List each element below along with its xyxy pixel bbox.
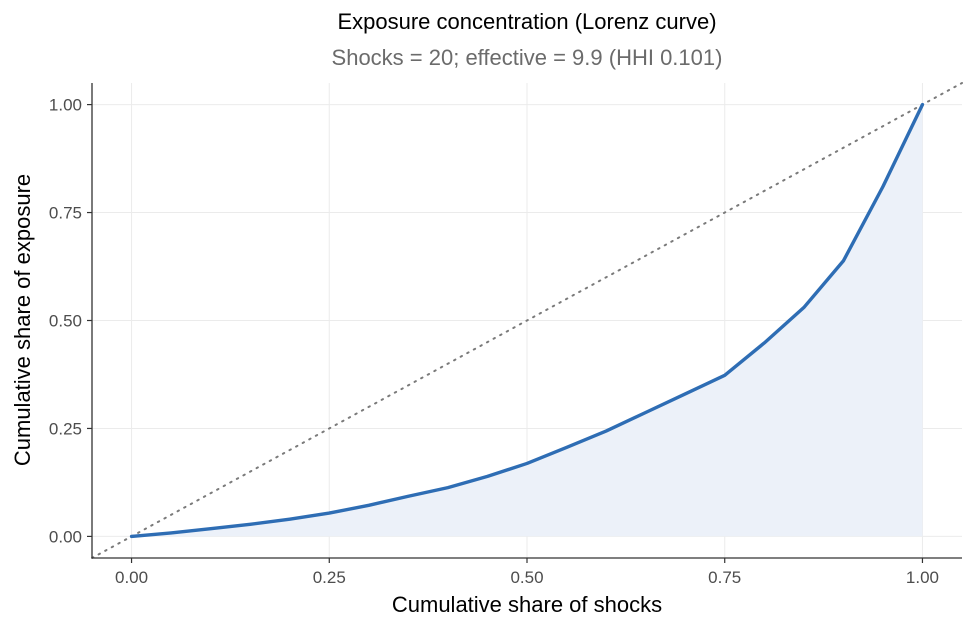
- chart-subtitle: Shocks = 20; effective = 9.9 (HHI 0.101): [332, 45, 723, 70]
- lorenz-curve: [129, 102, 925, 539]
- y-tick-label-4: 1.00: [49, 96, 82, 115]
- y-tick-label-0: 0.00: [49, 527, 82, 546]
- equality-line: [91, 82, 963, 559]
- x-tick-label-1: 0.25: [313, 568, 346, 587]
- lorenz-area: [131, 104, 923, 537]
- y-tick-label-1: 0.25: [49, 419, 82, 438]
- x-axis-title: Cumulative share of shocks: [392, 592, 662, 617]
- axes: [87, 83, 962, 563]
- chart-title: Exposure concentration (Lorenz curve): [337, 9, 716, 34]
- y-tick-label-2: 0.50: [49, 312, 82, 331]
- x-tick-label-3: 0.75: [708, 568, 741, 587]
- lorenz-line-layer: [129, 102, 925, 539]
- area-fill-layer: [131, 104, 923, 537]
- x-tick-label-2: 0.50: [510, 568, 543, 587]
- x-tick-label-4: 1.00: [906, 568, 939, 587]
- equality-line-layer: [91, 82, 963, 559]
- x-tick-label-0: 0.00: [115, 568, 148, 587]
- tick-labels: 0.00 0.25 0.50 0.75 1.00 0.00 0.25 0.50 0.75 1.00: [49, 96, 939, 587]
- y-axis-title: Cumulative share of exposure: [10, 174, 35, 466]
- y-tick-label-3: 0.75: [49, 204, 82, 223]
